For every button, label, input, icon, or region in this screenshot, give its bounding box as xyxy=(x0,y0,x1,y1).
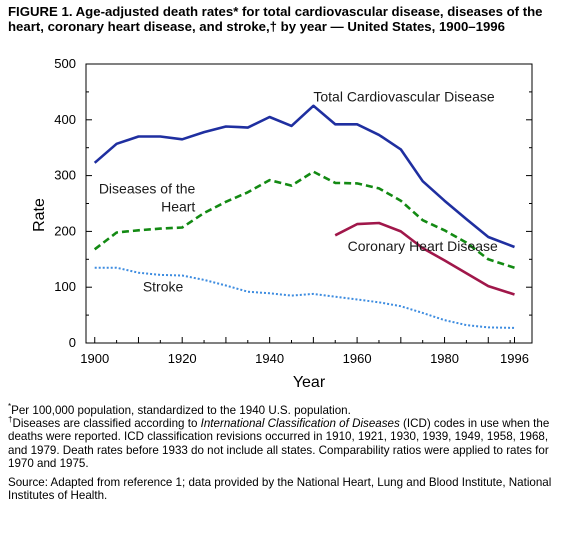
source-note: Source: Adapted from reference 1; data p… xyxy=(8,476,552,503)
footnote-asterisk: *Per 100,000 population, standardized to… xyxy=(8,402,568,417)
series-label-line: Stroke xyxy=(143,279,184,295)
y-tick-label: 500 xyxy=(54,56,76,71)
line-chart: 0 100 200 300 400 500 1900 1920 1940 1960 1980 1996… xyxy=(31,56,533,391)
footnote-dagger-italic: International Classification of Diseases xyxy=(200,417,400,431)
series-label: Coronary Heart Disease xyxy=(348,238,498,254)
series-line xyxy=(93,104,515,249)
series-label: Diseases of the Heart xyxy=(99,180,196,214)
footnote-dagger: †Diseases are classified according to In… xyxy=(8,415,568,470)
y-tick-label: 400 xyxy=(54,112,76,127)
x-tick-label: 1940 xyxy=(255,351,284,366)
y-tick-label: 0 xyxy=(69,335,76,350)
figure-title: FIGURE 1. Age-adjusted death rates* for … xyxy=(8,4,543,34)
y-axis-title: Rate xyxy=(31,198,48,232)
series-label-line: Diseases of the xyxy=(99,180,196,196)
x-tick-label: 1960 xyxy=(343,351,372,366)
x-axis-title: Year xyxy=(293,374,326,391)
footnotes: *Per 100,000 population, standardized to… xyxy=(8,402,568,470)
dagger-mark: † xyxy=(8,415,13,425)
x-tick-label: 1996 xyxy=(500,351,529,366)
y-tick-label: 100 xyxy=(54,279,76,294)
chart-axes: 0 100 200 300 400 500 1900 1920 1940 1960 1980 1996 xyxy=(54,56,533,366)
chart-series xyxy=(93,104,515,329)
series-label-line: Coronary Heart Disease xyxy=(348,238,498,254)
x-tick-label: 1980 xyxy=(430,351,459,366)
footnote-dagger-text-before: Diseases are classified according to xyxy=(12,417,201,431)
series-label-line: Total Cardiovascular Disease xyxy=(313,88,495,104)
chart-series-labels: Total Cardiovascular Disease Diseases of … xyxy=(99,88,498,294)
footnote-asterisk-text: Per 100,000 population, standardized to … xyxy=(11,404,351,417)
x-tick-label: 1920 xyxy=(168,351,197,366)
plot-frame xyxy=(85,63,533,344)
y-tick-label: 200 xyxy=(54,223,76,238)
series-line xyxy=(94,266,515,329)
series-line xyxy=(334,221,515,296)
series-label: Total Cardiovascular Disease xyxy=(313,88,495,104)
y-tick-label: 300 xyxy=(54,168,76,183)
x-tick-label: 1900 xyxy=(80,351,109,366)
series-label-line: Heart xyxy=(161,198,195,214)
asterisk-mark: * xyxy=(8,402,12,412)
series-label: Stroke xyxy=(143,279,184,295)
footnote-dagger-text-after: (ICD) codes in use when the deaths were … xyxy=(8,417,550,470)
